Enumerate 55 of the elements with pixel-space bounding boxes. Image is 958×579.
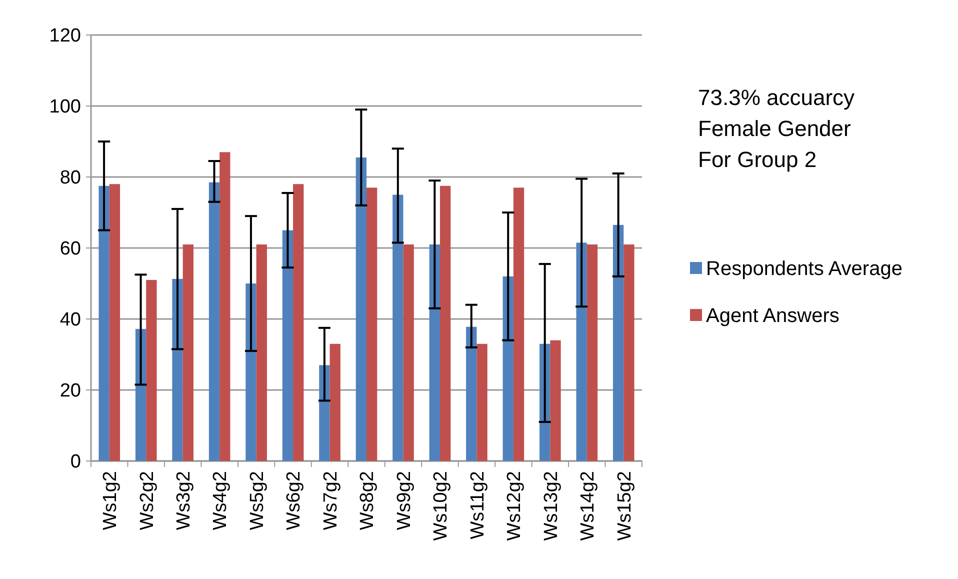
bar — [246, 284, 256, 461]
bar — [612, 224, 624, 461]
x-tick-label: Ws13g2 — [540, 471, 562, 541]
y-tick-label: 120 — [49, 26, 81, 47]
y-tick-label: 100 — [49, 96, 81, 118]
x-tick-label: Ws11g2 — [467, 471, 488, 540]
x-tick-label: Ws1g2 — [100, 471, 122, 530]
x-tick-label: Ws14g2 — [578, 471, 599, 541]
bar — [476, 344, 488, 461]
x-tick-label: Ws5g2 — [246, 471, 268, 530]
bar — [513, 188, 524, 461]
bar — [109, 184, 120, 461]
y-tick-label: 20 — [60, 380, 81, 402]
x-tick-label: Ws12g2 — [504, 471, 526, 541]
bar — [172, 278, 183, 461]
legend-label: Agent Answers — [706, 305, 840, 327]
x-tick-label: Ws8g2 — [357, 471, 378, 530]
text: 73.3% accuarcy — [698, 85, 855, 110]
bar — [319, 365, 330, 461]
y-tick-label: 80 — [60, 168, 81, 189]
bar — [208, 182, 220, 461]
x-tick-label: Ws4g2 — [210, 471, 232, 530]
bar — [466, 326, 477, 461]
bar — [98, 186, 110, 461]
text: For Group 2 — [698, 147, 817, 172]
x-tick-label: Ws6g2 — [284, 471, 305, 530]
bar — [256, 244, 267, 461]
bar — [440, 186, 451, 461]
text: Female Gender — [698, 116, 851, 141]
bar — [146, 280, 157, 461]
bar — [220, 152, 230, 461]
bar — [366, 188, 378, 461]
x-tick-label: Ws15g2 — [614, 471, 636, 541]
bar — [586, 244, 598, 461]
bar — [624, 244, 634, 461]
x-tick-label: Ws3g2 — [173, 471, 194, 530]
bar — [550, 340, 561, 461]
legend-label: Respondents Average — [706, 258, 902, 280]
y-tick-label: 0 — [70, 452, 81, 473]
bar — [293, 184, 304, 461]
bar — [576, 242, 587, 461]
y-tick-label: 60 — [60, 238, 81, 260]
bar — [403, 244, 414, 461]
bar — [282, 230, 294, 461]
bar — [502, 276, 514, 461]
x-tick-label: Ws9g2 — [394, 471, 415, 530]
bar — [429, 244, 440, 461]
x-tick-label: Ws2g2 — [136, 471, 158, 530]
y-tick-label: 40 — [60, 310, 81, 331]
bar — [182, 244, 194, 461]
x-tick-label: Ws7g2 — [320, 471, 342, 530]
bar — [356, 157, 366, 461]
x-tick-label: Ws10g2 — [430, 471, 452, 541]
bar — [330, 344, 340, 461]
bar — [392, 194, 404, 461]
